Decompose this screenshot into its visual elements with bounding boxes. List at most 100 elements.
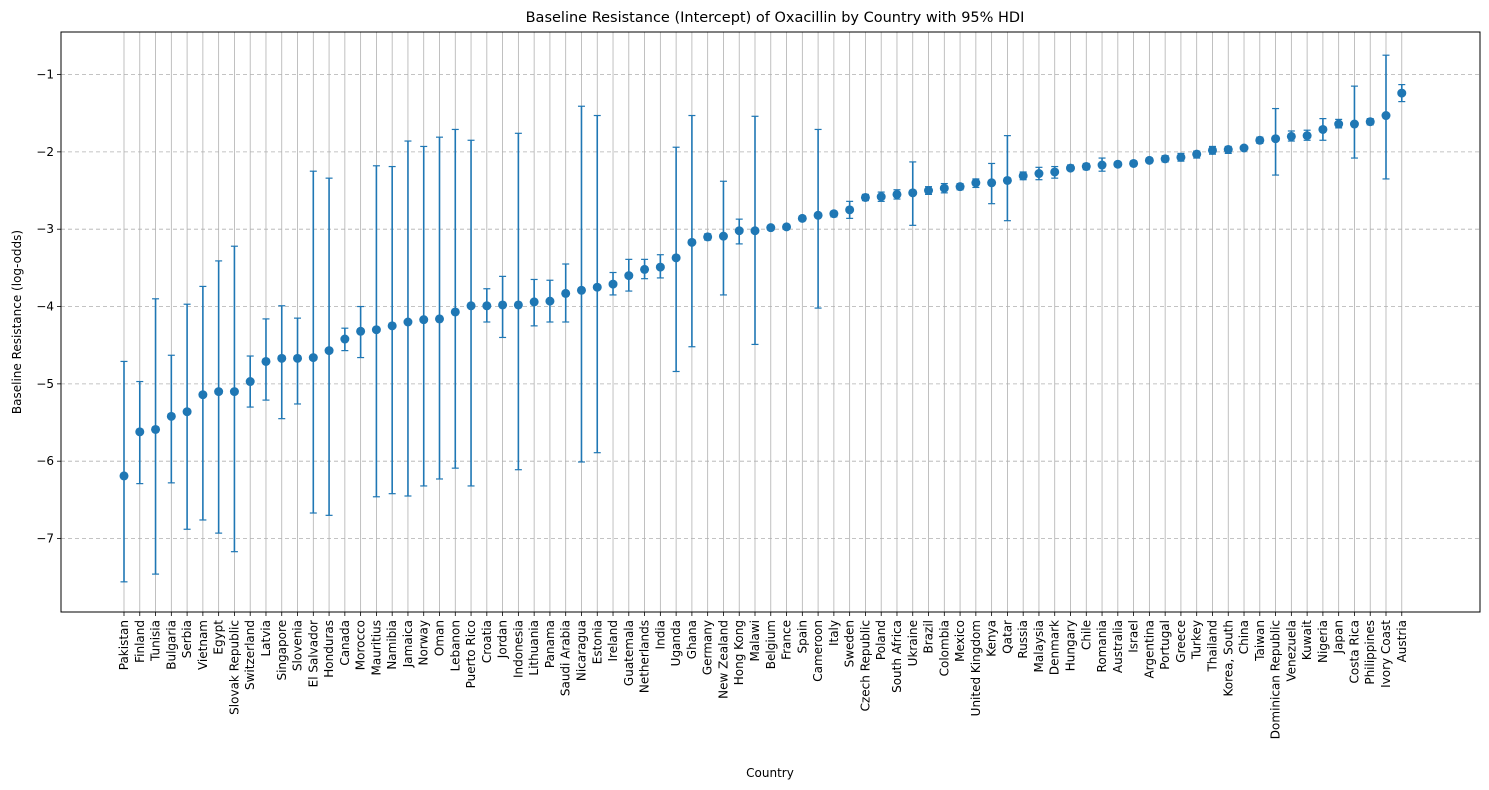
mean-point bbox=[1176, 152, 1186, 162]
x-axis-ticks: Pakistan Finland Tunisia Bulgaria Serbia Viet… bbox=[117, 612, 1409, 739]
x-tick-label: Ivory Coast bbox=[1379, 620, 1393, 688]
x-tick-label: Belgium bbox=[764, 620, 778, 669]
x-tick-label: Serbia bbox=[180, 620, 194, 658]
x-tick-label: Colombia bbox=[937, 620, 951, 676]
mean-point bbox=[214, 387, 224, 397]
mean-point bbox=[1129, 158, 1139, 168]
x-tick-label: Finland bbox=[133, 620, 147, 663]
mean-point bbox=[734, 226, 744, 236]
x-tick-label: Australia bbox=[1111, 620, 1125, 673]
x-tick-label: Pakistan bbox=[117, 620, 131, 670]
x-tick-label: Philippines bbox=[1363, 620, 1377, 685]
x-tick-label: Saudi Arabia bbox=[559, 620, 573, 696]
x-tick-label: Latvia bbox=[259, 620, 273, 657]
mean-point bbox=[703, 232, 713, 242]
mean-point bbox=[498, 300, 508, 310]
x-tick-label: Russia bbox=[1016, 620, 1030, 659]
x-tick-label: Estonia bbox=[590, 620, 604, 664]
x-tick-label: Venezuela bbox=[1284, 620, 1298, 682]
mean-point bbox=[151, 424, 161, 434]
x-tick-label: Qatar bbox=[1000, 620, 1014, 654]
x-tick-label: Netherlands bbox=[638, 620, 652, 693]
x-tick-label: United Kingdom bbox=[969, 620, 983, 716]
mean-point bbox=[1255, 135, 1265, 145]
mean-point bbox=[1271, 134, 1281, 144]
mean-point bbox=[340, 334, 350, 344]
mean-point bbox=[1286, 131, 1296, 141]
mean-point bbox=[182, 407, 192, 417]
x-tick-label: Israel bbox=[1127, 620, 1141, 653]
x-tick-label: Korea, South bbox=[1221, 620, 1235, 697]
x-tick-label: Egypt bbox=[212, 620, 226, 655]
mean-point bbox=[908, 188, 918, 198]
x-tick-label: Hong Kong bbox=[732, 620, 746, 685]
mean-point bbox=[860, 192, 870, 202]
y-tick-label: −1 bbox=[36, 68, 54, 82]
mean-point bbox=[482, 301, 492, 311]
mean-point bbox=[924, 186, 934, 196]
x-tick-label: Nigeria bbox=[1316, 620, 1330, 663]
x-tick-label: France bbox=[780, 620, 794, 660]
x-tick-label: Ireland bbox=[606, 620, 620, 662]
x-tick-label: Spain bbox=[795, 620, 809, 654]
mean-point bbox=[545, 296, 555, 306]
mean-point bbox=[1318, 124, 1328, 134]
mean-point bbox=[592, 282, 602, 292]
mean-point bbox=[356, 326, 366, 336]
x-tick-label: Turkey bbox=[1190, 620, 1204, 660]
x-tick-label: Lebanon bbox=[448, 620, 462, 671]
mean-point bbox=[1144, 155, 1154, 165]
x-tick-label: Kuwait bbox=[1300, 620, 1314, 660]
y-tick-label: −6 bbox=[36, 454, 54, 468]
x-tick-label: Portugal bbox=[1158, 620, 1172, 670]
x-axis-label: Country bbox=[746, 766, 794, 780]
mean-point bbox=[277, 353, 287, 363]
y-axis-label: Baseline Resistance (log-odds) bbox=[10, 230, 24, 414]
mean-point bbox=[1097, 160, 1107, 170]
mean-point bbox=[229, 387, 239, 397]
x-tick-label: Bulgaria bbox=[164, 620, 178, 670]
mean-point bbox=[450, 307, 460, 317]
mean-point bbox=[939, 183, 949, 193]
y-tick-label: −5 bbox=[36, 377, 54, 391]
x-tick-label: Malaysia bbox=[1032, 620, 1046, 672]
x-tick-label: Austria bbox=[1395, 620, 1409, 662]
x-tick-label: Singapore bbox=[275, 620, 289, 681]
x-tick-label: Thailand bbox=[1205, 620, 1219, 673]
x-tick-label: Brazil bbox=[922, 620, 936, 654]
x-tick-label: Denmark bbox=[1048, 620, 1062, 675]
x-tick-label: Indonesia bbox=[511, 620, 525, 678]
x-tick-label: Morocco bbox=[354, 620, 368, 670]
mean-point bbox=[987, 178, 997, 188]
x-tick-label: Greece bbox=[1174, 620, 1188, 663]
mean-point bbox=[1192, 149, 1202, 159]
mean-point bbox=[1002, 175, 1012, 185]
x-tick-label: Kenya bbox=[985, 620, 999, 657]
x-tick-label: Slovenia bbox=[291, 620, 305, 671]
mean-point bbox=[782, 222, 792, 232]
mean-point bbox=[845, 205, 855, 215]
x-tick-label: Guatemala bbox=[622, 620, 636, 686]
x-tick-label: China bbox=[1237, 620, 1251, 654]
mean-point bbox=[813, 210, 823, 220]
mean-point bbox=[797, 213, 807, 223]
y-tick-label: −4 bbox=[36, 300, 54, 314]
grid-lines bbox=[61, 32, 1480, 612]
x-tick-label: Italy bbox=[827, 620, 841, 646]
x-tick-label: Argentina bbox=[1142, 620, 1156, 679]
mean-point bbox=[671, 253, 681, 263]
x-tick-label: Tunisia bbox=[149, 620, 163, 662]
mean-point bbox=[324, 346, 334, 356]
mean-point bbox=[166, 411, 176, 421]
x-tick-label: Honduras bbox=[322, 620, 336, 678]
x-tick-label: Mexico bbox=[953, 620, 967, 662]
x-tick-label: South Africa bbox=[890, 620, 904, 693]
x-tick-label: Dominican Republic bbox=[1269, 620, 1283, 739]
mean-point bbox=[261, 356, 271, 366]
x-tick-label: Oman bbox=[433, 620, 447, 656]
mean-point bbox=[1365, 117, 1375, 127]
x-tick-label: Hungary bbox=[1064, 620, 1078, 671]
mean-point bbox=[119, 471, 129, 481]
mean-point bbox=[955, 182, 965, 192]
mean-point bbox=[1034, 169, 1044, 179]
